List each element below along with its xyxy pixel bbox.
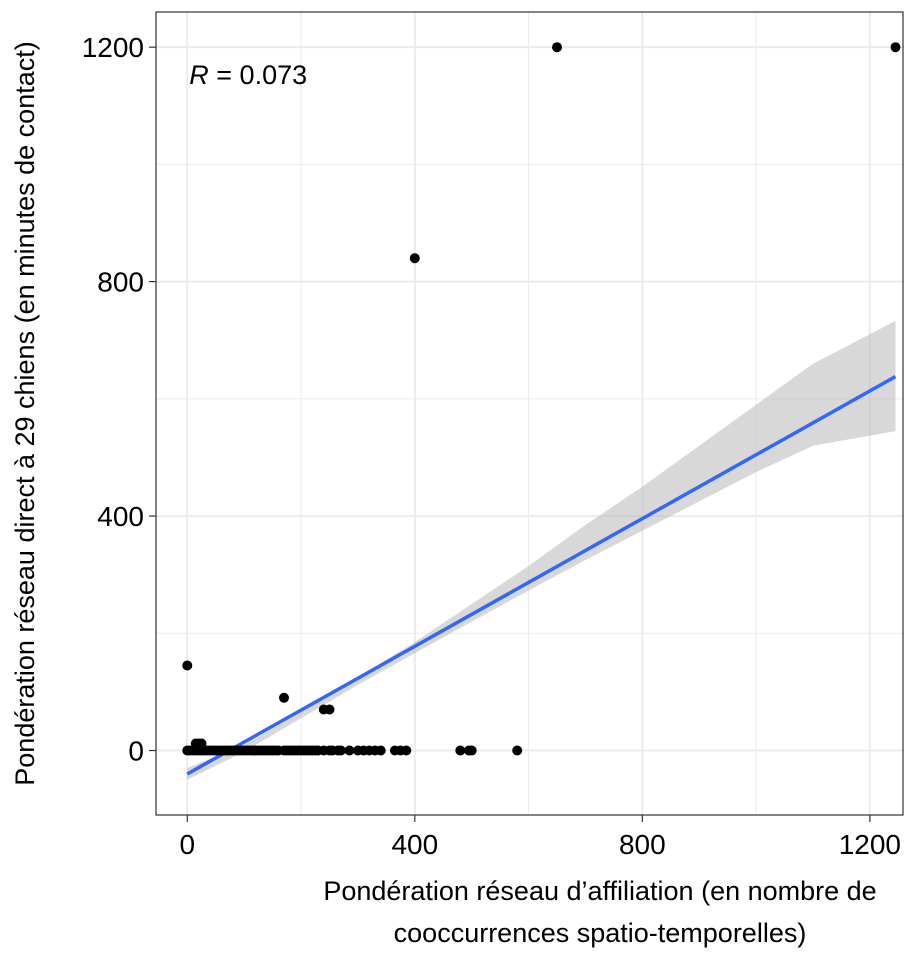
data-point: [182, 660, 193, 671]
data-point: [552, 42, 562, 53]
correlation-symbol: R: [189, 60, 209, 90]
x-tick-label: 800: [619, 829, 666, 860]
y-tick-label: 400: [97, 501, 144, 532]
data-point: [401, 745, 412, 756]
y-tick-label: 800: [97, 267, 144, 298]
x-tick-label: 400: [391, 829, 438, 860]
fit-line-layer: [186, 375, 897, 776]
correlation-value: = 0.073: [209, 60, 307, 90]
y-axis-title: Pondération réseau direct à 29 chiens (e…: [10, 41, 40, 785]
confidence-ribbon-layer: [187, 320, 896, 780]
data-point: [890, 42, 901, 53]
data-point: [344, 745, 355, 756]
fit-line: [186, 375, 897, 776]
data-point: [455, 745, 466, 756]
data-point: [512, 745, 523, 756]
data-points: [182, 42, 901, 756]
correlation-annotation: R = 0.073: [189, 60, 307, 90]
y-tick-label: 1200: [82, 32, 144, 63]
data-point: [375, 745, 386, 756]
x-tick-label: 0: [179, 829, 195, 860]
x-tick-label: 1200: [839, 829, 901, 860]
data-point: [335, 745, 346, 756]
data-point: [466, 745, 477, 756]
data-point: [324, 704, 335, 715]
y-tick-label: 0: [128, 736, 144, 767]
confidence-ribbon: [187, 320, 896, 780]
axis-ticks: 0 400 800 1200 0 400 800 1200: [82, 32, 901, 860]
x-axis-title-line2: cooccurrences spatio-temporelles): [394, 918, 807, 948]
panel-border: [155, 11, 904, 816]
data-point: [279, 692, 289, 703]
x-axis-title-line1: Pondération réseau d’affiliation (en nom…: [323, 876, 876, 906]
data-point: [409, 253, 420, 264]
